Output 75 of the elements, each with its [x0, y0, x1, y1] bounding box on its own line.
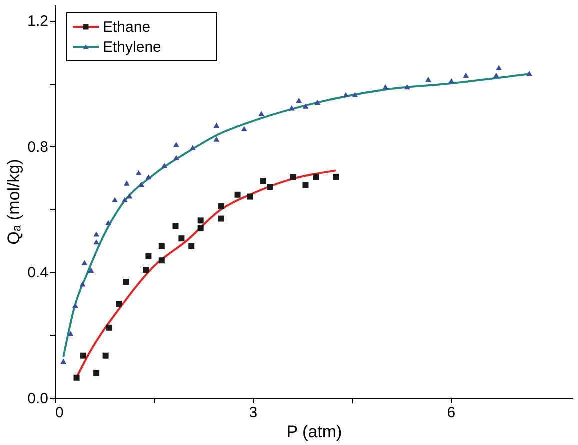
- point: [102, 352, 109, 359]
- point: [463, 72, 470, 78]
- y-tick-label: 0.8: [28, 138, 48, 156]
- point: [496, 65, 502, 70]
- point: [425, 76, 432, 82]
- point: [123, 278, 130, 285]
- point: [94, 232, 100, 237]
- point: [136, 170, 142, 176]
- point: [288, 106, 295, 111]
- y-tick-label: 0.4: [28, 264, 48, 282]
- point: [302, 182, 309, 188]
- point: [247, 194, 254, 200]
- x-axis-title: P (atm): [286, 422, 342, 442]
- point: [214, 122, 220, 128]
- point: [60, 358, 67, 364]
- point: [124, 180, 130, 186]
- point: [146, 254, 152, 260]
- legend-label: Ethylene: [103, 39, 162, 56]
- point: [82, 260, 88, 266]
- point: [382, 84, 389, 90]
- point: [198, 218, 204, 224]
- point: [173, 155, 180, 160]
- point: [218, 216, 224, 222]
- point: [74, 374, 80, 381]
- point: [94, 239, 100, 245]
- point: [313, 174, 320, 180]
- point: [146, 174, 152, 180]
- point: [112, 197, 118, 203]
- point: [94, 370, 100, 376]
- point: [296, 98, 302, 104]
- point: [138, 182, 144, 188]
- point: [234, 192, 241, 198]
- point: [158, 258, 165, 264]
- point: [302, 104, 309, 109]
- point: [241, 126, 248, 132]
- x-tick-label: 0: [56, 404, 64, 422]
- point: [122, 197, 128, 203]
- point: [188, 243, 195, 250]
- point: [80, 352, 86, 359]
- point: [116, 300, 122, 307]
- y-tick-label: 0.0: [28, 390, 48, 408]
- point: [343, 92, 350, 98]
- point: [214, 136, 220, 142]
- point: [88, 268, 94, 273]
- point: [448, 78, 455, 84]
- point: [352, 92, 358, 98]
- point: [526, 70, 532, 76]
- point: [493, 72, 500, 78]
- point: [173, 142, 180, 148]
- point: [258, 111, 265, 116]
- point: [267, 184, 274, 190]
- point: [178, 236, 185, 242]
- point: [190, 145, 196, 150]
- point: [106, 324, 112, 331]
- point: [80, 282, 86, 287]
- point: [198, 226, 204, 232]
- point: [333, 174, 340, 180]
- point: [290, 174, 296, 180]
- point: [143, 267, 150, 274]
- point: [218, 204, 224, 210]
- point: [314, 100, 321, 106]
- point: [172, 223, 179, 230]
- point: [404, 84, 410, 90]
- x-tick-label: 6: [447, 404, 456, 422]
- point: [162, 163, 168, 168]
- point: [260, 178, 267, 184]
- y-axis-title: Qₐ (mol/kg): [4, 159, 24, 245]
- point: [72, 302, 78, 308]
- y-tick-label: 1.2: [28, 13, 48, 30]
- legend-label: Ethane: [103, 19, 151, 36]
- point: [126, 194, 133, 199]
- point: [158, 243, 165, 250]
- x-tick-label: 3: [249, 404, 258, 422]
- point: [105, 220, 112, 226]
- point: [68, 331, 74, 336]
